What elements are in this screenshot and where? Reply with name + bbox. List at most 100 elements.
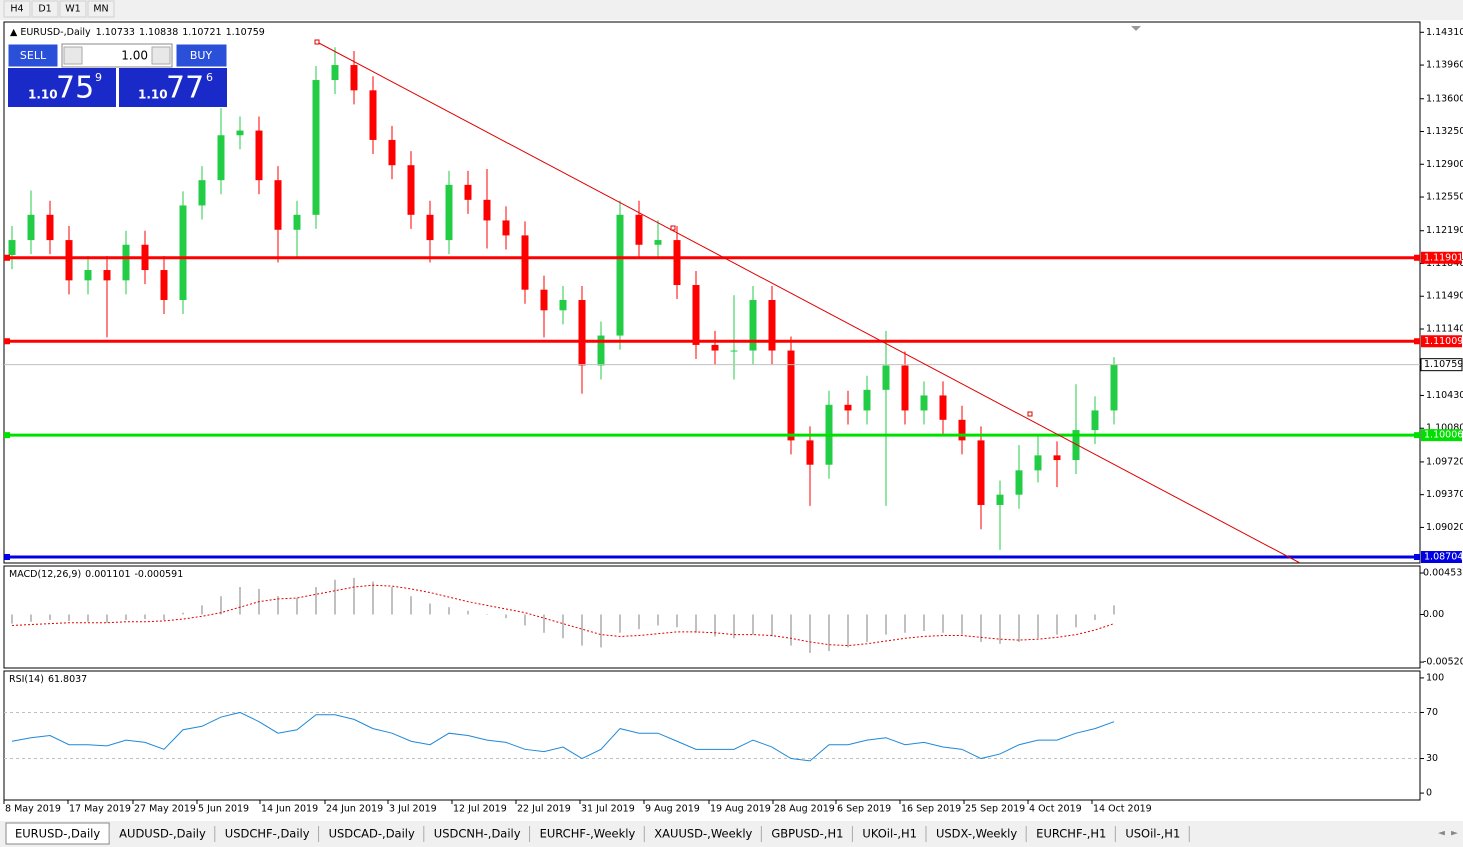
candle-body bbox=[122, 244, 130, 281]
candle-body bbox=[673, 240, 681, 286]
tab[interactable] bbox=[110, 823, 215, 844]
y-tick-label: 1.13960 bbox=[1426, 60, 1463, 71]
macd-value: 0.001101 bbox=[85, 569, 130, 580]
macd-bar bbox=[163, 614, 165, 620]
macd-bar bbox=[315, 587, 317, 615]
tab[interactable] bbox=[1027, 823, 1116, 844]
candle-body bbox=[920, 395, 928, 411]
low: 1.10721 bbox=[182, 27, 221, 38]
buy-price-box[interactable] bbox=[119, 68, 227, 107]
timeframe-button[interactable] bbox=[59, 0, 87, 18]
candle-body bbox=[939, 395, 947, 420]
sell-price-box[interactable] bbox=[8, 68, 116, 107]
lot-box[interactable] bbox=[61, 43, 173, 68]
candle-body bbox=[426, 214, 434, 241]
macd-bar bbox=[49, 614, 51, 620]
y-tick-label: 1.10080 bbox=[1426, 423, 1463, 434]
macd-bar bbox=[334, 579, 336, 615]
candle-body bbox=[350, 65, 358, 91]
x-tick-label: 4 Oct 2019 bbox=[1029, 804, 1082, 815]
candle-body bbox=[977, 440, 985, 505]
candle-body bbox=[1091, 410, 1099, 431]
candle-body bbox=[711, 344, 719, 351]
candle-body bbox=[217, 135, 225, 181]
y-tick-label: 70 bbox=[1426, 707, 1438, 718]
x-tick-label: 8 May 2019 bbox=[5, 804, 61, 815]
y-tick-label: 1.09370 bbox=[1426, 489, 1463, 500]
candle-body bbox=[331, 65, 339, 81]
rsi-value: 61.8037 bbox=[48, 674, 87, 685]
level-handle[interactable] bbox=[4, 338, 10, 345]
candle-body bbox=[65, 240, 73, 281]
candle-body bbox=[369, 90, 377, 140]
macd-bar bbox=[486, 614, 488, 615]
timeframe-button[interactable] bbox=[87, 0, 115, 18]
macd-panel bbox=[3, 565, 1421, 669]
buy-button[interactable] bbox=[175, 43, 228, 68]
tab-label: USDCHF-,Daily bbox=[225, 827, 310, 841]
candle-body bbox=[844, 404, 852, 411]
macd-bar bbox=[695, 614, 697, 633]
timeframe-button[interactable] bbox=[3, 0, 31, 18]
macd-bar bbox=[410, 596, 412, 615]
tab-label: USDX-,Weekly bbox=[936, 827, 1017, 841]
lot-up[interactable] bbox=[151, 46, 171, 65]
macd-bar bbox=[125, 614, 127, 620]
macd-bar bbox=[600, 614, 602, 648]
tab[interactable] bbox=[215, 823, 319, 844]
tab-label: XAUUSD-,Weekly bbox=[654, 827, 752, 841]
tab[interactable] bbox=[319, 823, 424, 844]
candle-body bbox=[198, 180, 206, 206]
candle-body bbox=[692, 285, 700, 345]
candle-body bbox=[293, 214, 301, 230]
level-tag bbox=[1421, 251, 1462, 264]
tab[interactable] bbox=[645, 823, 762, 844]
chart-layer: H4 D1 W1 MN 1.14310 1.13960 1.13600 1.13250 1.12… bbox=[3, 0, 1463, 845]
macd-bar bbox=[543, 614, 545, 633]
tab[interactable] bbox=[926, 823, 1027, 844]
macd-bar bbox=[524, 614, 526, 626]
macd-signal-value: -0.000591 bbox=[135, 569, 184, 580]
level-handle[interactable] bbox=[4, 554, 10, 561]
candle-body bbox=[1015, 470, 1023, 495]
candle-body bbox=[464, 184, 472, 200]
macd-bar bbox=[619, 614, 621, 633]
y-tick-label: 0.004536 bbox=[1423, 567, 1463, 578]
shift-marker bbox=[1131, 26, 1141, 31]
macd-bar bbox=[391, 587, 393, 615]
tab[interactable] bbox=[1116, 823, 1190, 844]
level-handle[interactable] bbox=[1414, 554, 1420, 561]
x-tick-label: 16 Sep 2019 bbox=[901, 804, 961, 815]
macd-bar bbox=[581, 614, 583, 646]
buy-label: BUY bbox=[190, 49, 213, 62]
tab[interactable] bbox=[424, 823, 530, 844]
level-handle[interactable] bbox=[1414, 338, 1420, 345]
macd-name: MACD(12,26,9) bbox=[9, 569, 81, 580]
y-tick-label: -0.005205 bbox=[1423, 657, 1463, 668]
macd-bar bbox=[1037, 614, 1039, 639]
candle-body bbox=[578, 299, 586, 366]
candle-body bbox=[882, 365, 890, 390]
tab[interactable] bbox=[530, 823, 645, 844]
level-handle[interactable] bbox=[1414, 254, 1420, 261]
candle-body bbox=[103, 270, 111, 281]
close: 1.10759 bbox=[226, 27, 265, 38]
lot-down[interactable] bbox=[63, 46, 83, 65]
tab[interactable] bbox=[762, 823, 853, 844]
level-handle[interactable] bbox=[4, 254, 10, 261]
sell-price-prefix: 1.10 bbox=[28, 88, 58, 102]
sell-button[interactable] bbox=[7, 43, 59, 68]
level-label: 1.08704 bbox=[1424, 552, 1463, 563]
open: 1.10733 bbox=[96, 27, 135, 38]
rsi-header: RSI(14) 61.8037 bbox=[9, 674, 87, 685]
level-label: 1.10006 bbox=[1424, 430, 1463, 441]
level-handle[interactable] bbox=[4, 432, 10, 439]
macd-bar bbox=[904, 614, 906, 633]
trend-anchor bbox=[670, 225, 676, 231]
y-tick-label: 1.12900 bbox=[1426, 159, 1463, 170]
tab[interactable] bbox=[853, 823, 926, 844]
level-handle[interactable] bbox=[1414, 432, 1420, 439]
tab-label: EURCHF-,Weekly bbox=[540, 827, 636, 841]
x-tick-label: 25 Sep 2019 bbox=[965, 804, 1025, 815]
timeframe-button[interactable] bbox=[31, 0, 59, 18]
